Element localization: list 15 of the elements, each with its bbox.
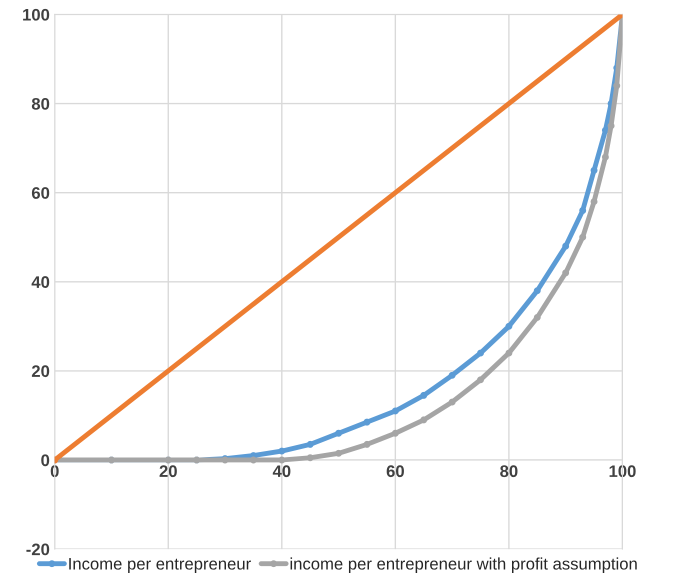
legend-label: income per entrepreneur with profit assumption (290, 557, 637, 573)
x-tick-label: 20 (160, 465, 177, 478)
y-tick-label: 60 (32, 187, 50, 199)
x-tick-label: 0 (50, 465, 59, 478)
x-tick-label: 40 (272, 465, 290, 478)
y-tick-label: -20 (26, 544, 50, 556)
legend-label: Income per entrepreneur (69, 558, 251, 573)
y-tick-label: 100 (23, 8, 50, 21)
y-tick-label: 0 (41, 454, 50, 466)
x-tick-label: 100 (610, 465, 636, 478)
y-tick-label: 20 (32, 365, 50, 378)
y-tick-label: 40 (32, 276, 50, 288)
x-tick-label: 80 (500, 465, 518, 478)
y-tick-label: 80 (32, 98, 50, 110)
x-tick-label: 60 (386, 465, 404, 478)
